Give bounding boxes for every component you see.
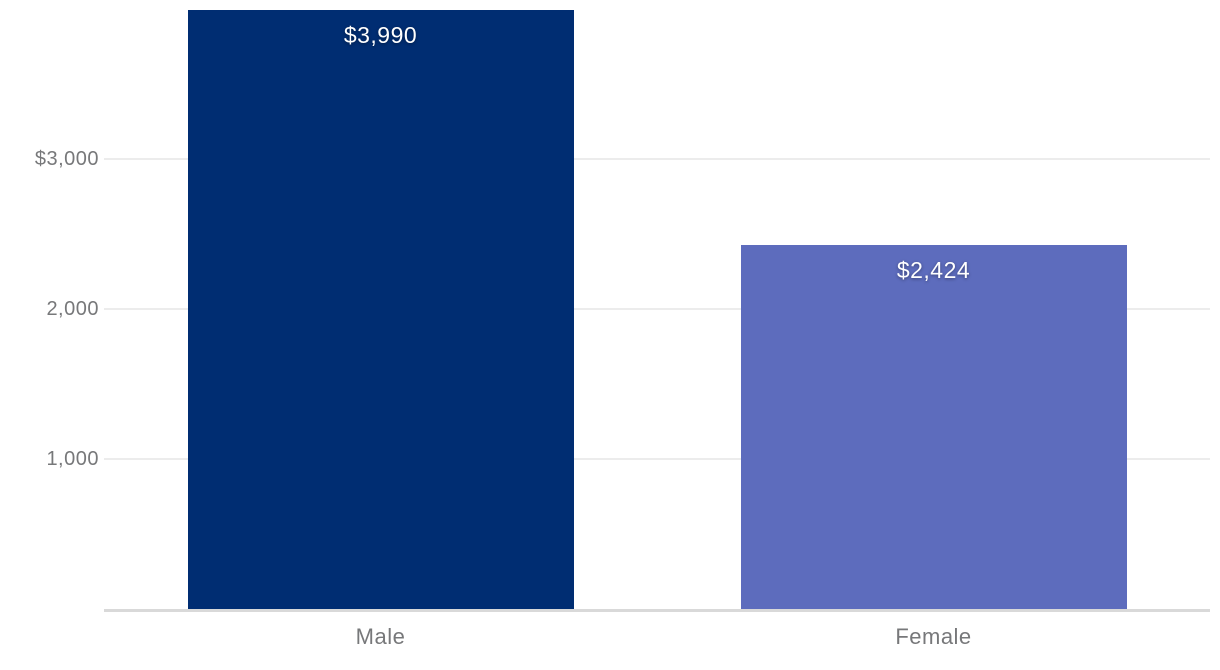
y-axis-tick-label: 1,000 <box>46 448 99 470</box>
bar-value-label: $2,424 <box>896 257 971 283</box>
x-axis-category-label: Male <box>355 624 406 649</box>
y-axis-tick-label: $3,000 <box>34 148 99 170</box>
y-axis-tick-label: 2,000 <box>46 298 99 320</box>
gridline-3000 <box>104 158 1210 160</box>
gridline-1000 <box>104 458 1210 460</box>
gridline-2000 <box>104 308 1210 310</box>
x-axis-baseline <box>104 609 1210 612</box>
bar-male[interactable]: $3,990 <box>187 10 574 609</box>
x-axis-category-label: Female <box>895 624 972 649</box>
bar-value-label: $3,990 <box>343 22 418 48</box>
bar-female[interactable]: $2,424 <box>740 245 1127 609</box>
